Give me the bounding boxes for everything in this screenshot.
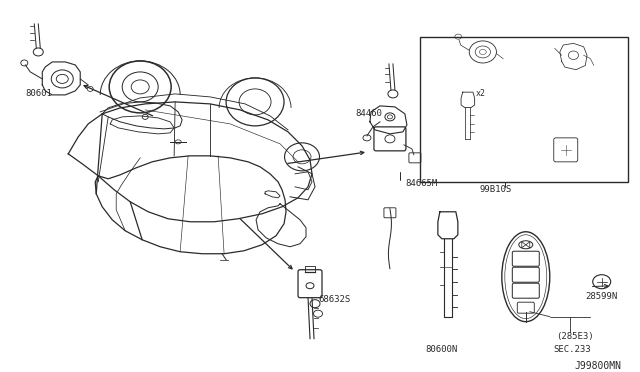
Text: 80600N: 80600N [425,345,457,354]
Text: 28599N: 28599N [586,292,618,301]
Bar [420,37,628,182]
Text: x2: x2 [476,89,486,99]
Text: 84460: 84460 [355,109,382,118]
Text: 68632S: 68632S [318,295,350,304]
Text: (285E3): (285E3) [556,332,593,341]
Text: 80601: 80601 [26,89,52,99]
Text: 99B10S: 99B10S [480,185,512,194]
Text: SEC.233: SEC.233 [554,345,591,354]
Text: 84665M: 84665M [405,179,437,188]
Text: J99800MN: J99800MN [575,360,621,371]
